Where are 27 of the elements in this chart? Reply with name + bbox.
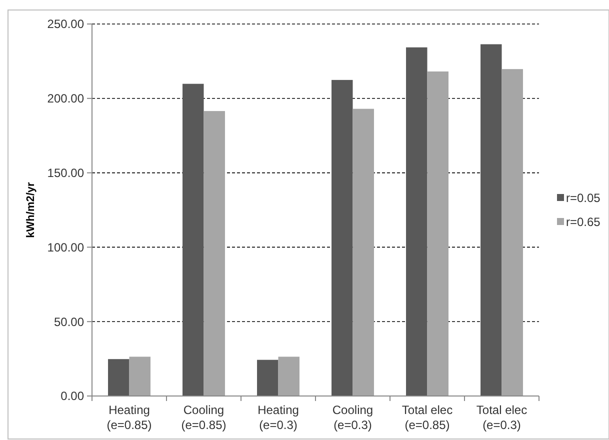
bar: [204, 111, 225, 396]
x-tick-label: Total elec (e=0.3): [476, 403, 528, 432]
x-tick-label: Heating (e=0.3): [258, 403, 299, 432]
y-tick-label: 0.00: [60, 389, 84, 404]
bar: [406, 47, 428, 396]
bar: [129, 356, 150, 396]
legend-label: r=0.05: [566, 191, 601, 206]
x-tick-label: Heating (e=0.85): [106, 403, 152, 432]
bar: [332, 80, 353, 396]
bar: [182, 84, 204, 396]
y-tick-label: 50.00: [54, 314, 84, 329]
bar: [502, 69, 523, 396]
bar: [278, 356, 300, 396]
y-tick-label: 250.00: [47, 17, 84, 32]
y-tick-label: 100.00: [47, 240, 84, 254]
bar: [427, 71, 448, 396]
bar: [108, 359, 130, 396]
bar: [480, 44, 502, 396]
y-tick-label: 150.00: [47, 166, 84, 180]
x-tick-label: Total elec (e=0.85): [402, 403, 453, 432]
y-axis-title: kWh/m2/yr: [25, 181, 37, 238]
bar: [257, 360, 278, 396]
x-tick-label: Cooling (e=0.3): [332, 403, 374, 432]
bar: [352, 108, 374, 396]
x-tick-label: Cooling (e=0.85): [181, 403, 226, 432]
legend-label: r=0.65: [566, 215, 601, 230]
y-tick-label: 200.00: [47, 92, 84, 106]
